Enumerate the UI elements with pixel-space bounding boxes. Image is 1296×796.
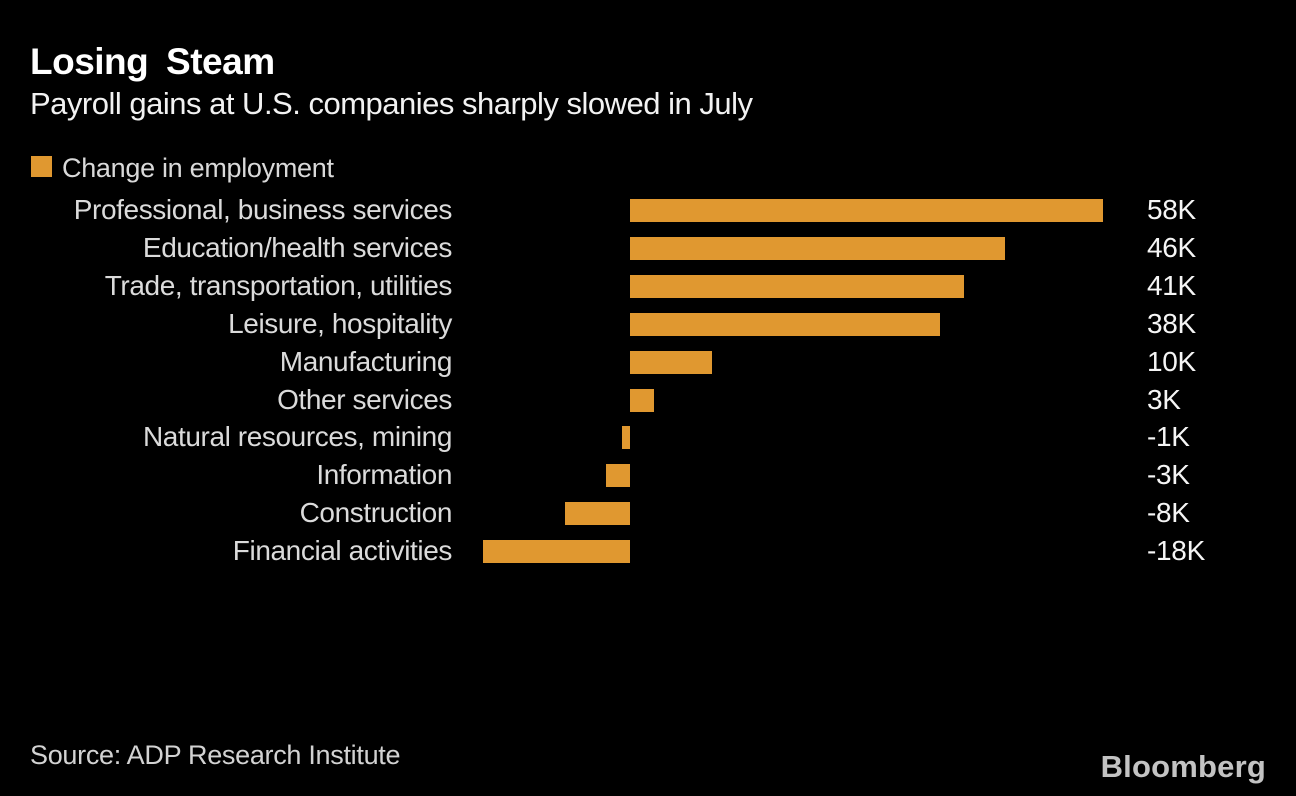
value-label: -1K bbox=[1147, 421, 1190, 453]
value-label: 58K bbox=[1147, 194, 1196, 225]
legend-swatch-icon bbox=[31, 156, 52, 177]
value-label: 3K bbox=[1147, 383, 1181, 415]
value-label: 38K bbox=[1147, 307, 1196, 339]
value-label: -18K bbox=[1147, 535, 1205, 567]
bar bbox=[621, 426, 630, 450]
category-label: Information bbox=[316, 459, 452, 491]
bar bbox=[630, 350, 712, 374]
bar bbox=[564, 502, 630, 526]
category-label: Financial activities bbox=[232, 535, 453, 567]
category-label: Leisure, hospitality bbox=[228, 307, 452, 339]
bar bbox=[630, 312, 940, 336]
category-label: Professional, business services bbox=[73, 194, 453, 225]
bar bbox=[630, 199, 1103, 222]
bar bbox=[630, 388, 655, 412]
category-label: Manufacturing bbox=[279, 345, 453, 377]
bloomberg-logo: Bloomberg bbox=[1100, 749, 1266, 784]
category-label: Construction bbox=[299, 497, 453, 529]
value-label: 41K bbox=[1147, 269, 1196, 301]
category-label: Trade, transportation, utilities bbox=[104, 269, 453, 301]
category-label: Other services bbox=[277, 383, 452, 415]
bar bbox=[605, 464, 630, 488]
legend-label: Change in employment bbox=[62, 153, 334, 183]
value-label: 10K bbox=[1147, 345, 1196, 377]
source-note: Source: ADP Research Institute bbox=[30, 740, 401, 770]
value-label: -3K bbox=[1147, 459, 1190, 491]
category-label: Natural resources, mining bbox=[142, 421, 452, 453]
value-label: 46K bbox=[1147, 231, 1196, 263]
chart-title: Losing Steam bbox=[30, 41, 275, 82]
category-label: Education/health services bbox=[142, 231, 452, 263]
bar bbox=[630, 236, 1006, 260]
value-label: -8K bbox=[1147, 497, 1190, 529]
bar bbox=[630, 274, 965, 298]
chart-subtitle: Payroll gains at U.S. companies sharply … bbox=[30, 86, 753, 121]
bar bbox=[483, 540, 630, 564]
